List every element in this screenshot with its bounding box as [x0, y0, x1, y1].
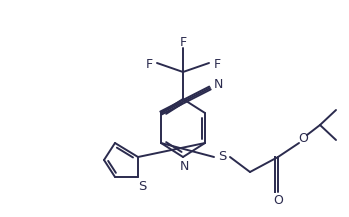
- Text: O: O: [273, 194, 283, 207]
- Text: S: S: [218, 151, 226, 163]
- Text: F: F: [179, 36, 187, 49]
- Text: S: S: [138, 181, 146, 194]
- Text: O: O: [298, 132, 308, 145]
- Text: N: N: [213, 77, 223, 90]
- Text: F: F: [146, 58, 153, 71]
- Text: F: F: [214, 58, 221, 71]
- Text: N: N: [179, 159, 189, 173]
